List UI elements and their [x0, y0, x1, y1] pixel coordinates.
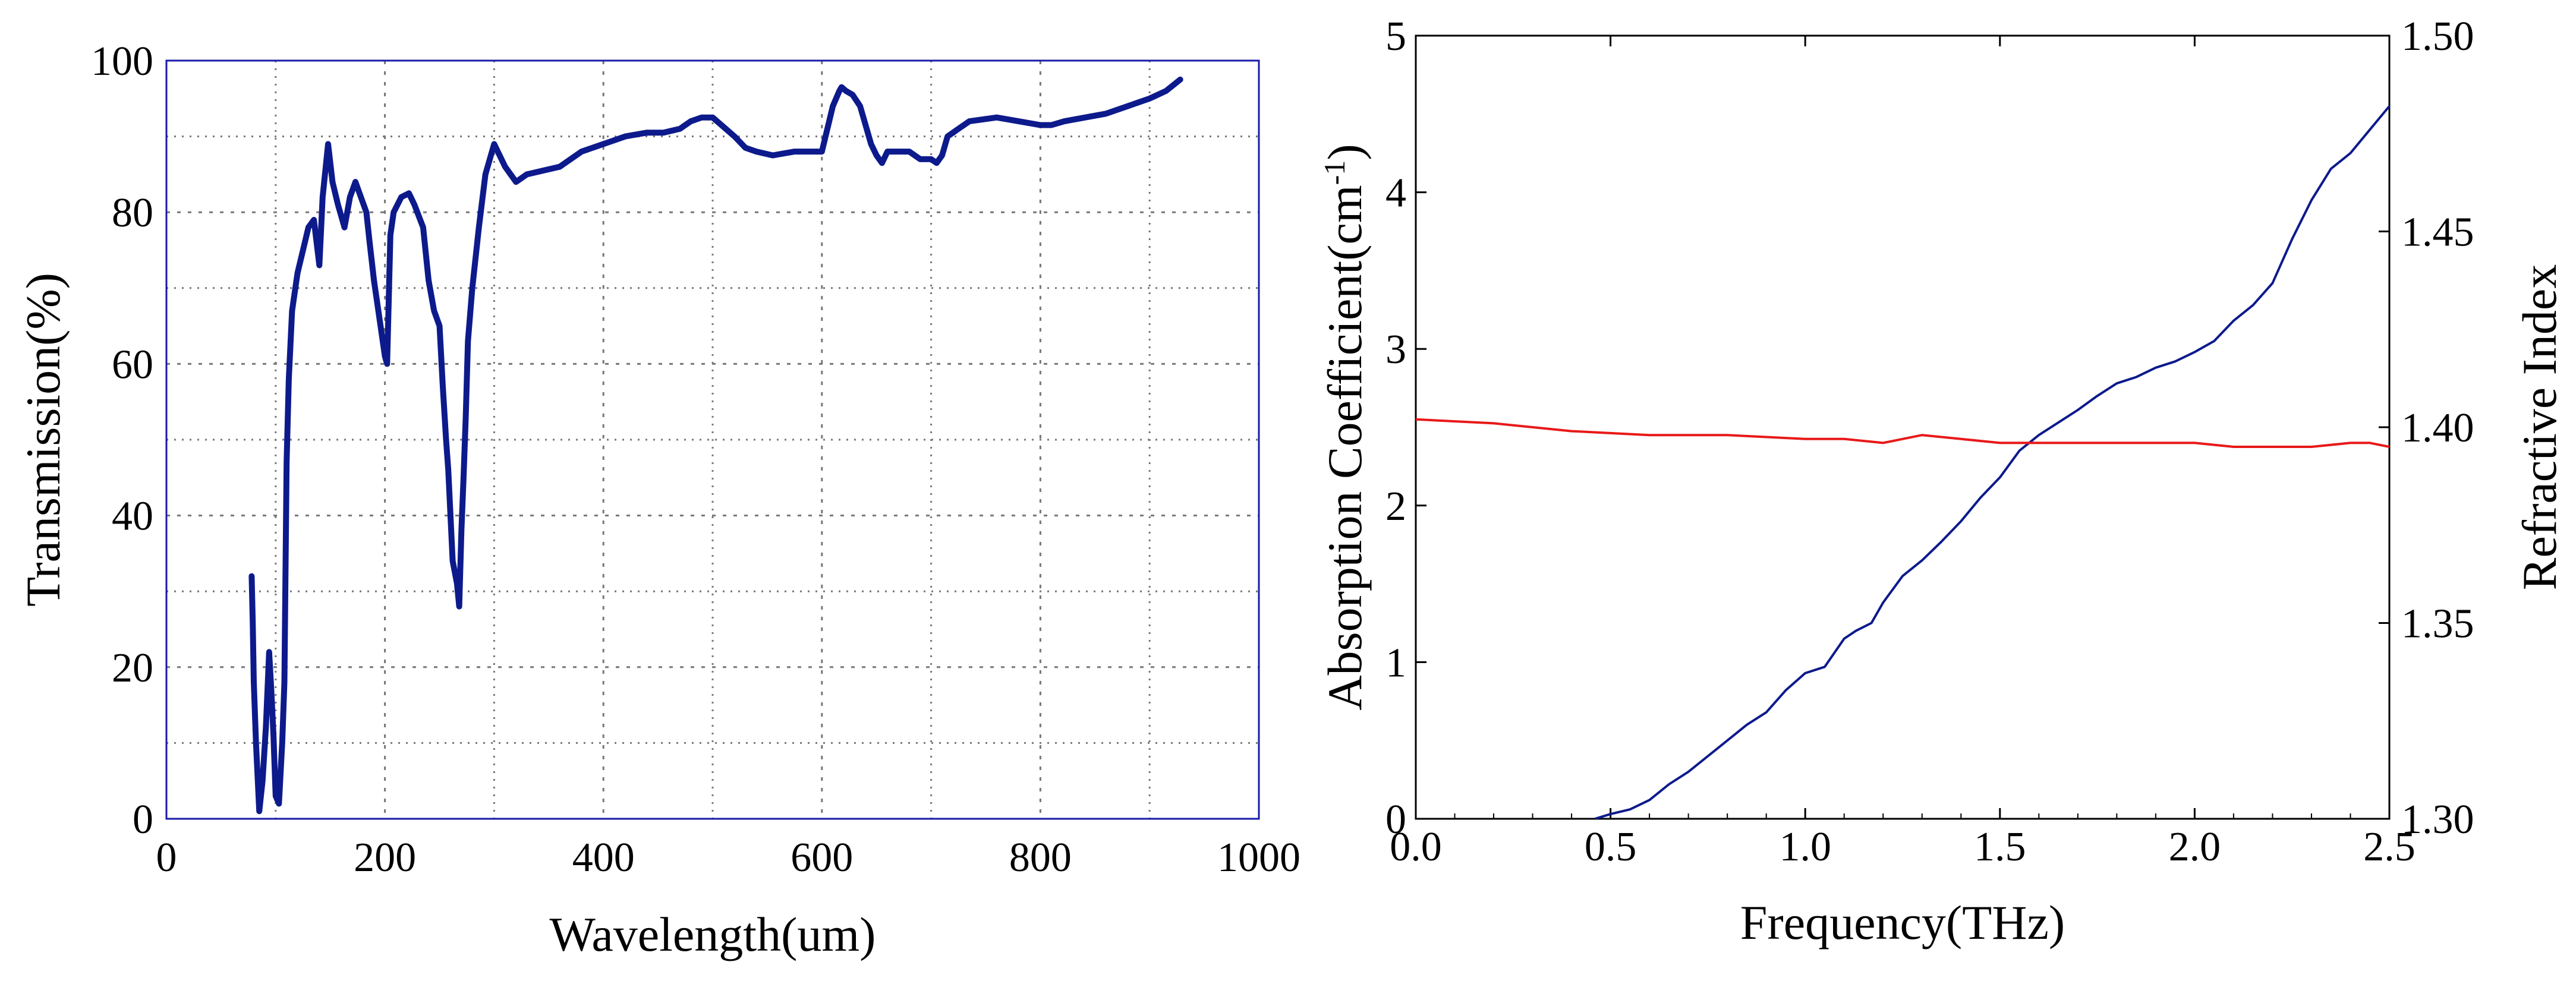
y-tick-label: 0	[133, 797, 153, 843]
transmission-grid	[166, 61, 1259, 819]
y2-tick-label: 1.45	[2401, 210, 2474, 255]
y-tick-label: 5	[1385, 14, 1406, 59]
x-tick-label: 400	[572, 835, 635, 881]
y-tick-label: 1	[1385, 640, 1406, 686]
x-tick-label: 1000	[1217, 835, 1300, 881]
x-tick-label: 0	[156, 835, 177, 881]
x-tick-label: 2.0	[2169, 824, 2221, 870]
x-tick-label: 800	[1009, 835, 1072, 881]
absorption-ticks: 0.0 0.5 1.0 1.5 2.0 2.5 0 1 2 3 4 5 1.30 1.35 1.40 1.45…	[1385, 14, 2474, 870]
y-tick-label: 2	[1385, 484, 1406, 529]
refractive-index-line	[1415, 418, 2390, 448]
absorption-y-axis-title-main: Absorption Coefficient(cm	[1318, 185, 1372, 710]
transmission-y-axis-title: Transmission(%)	[16, 273, 70, 607]
transmission-x-axis-title: Wavelength(um)	[550, 907, 876, 961]
x-tick-label: 1.0	[1779, 824, 1831, 870]
y-tick-label: 60	[112, 342, 153, 387]
absorption-coefficient-line	[1594, 105, 2391, 820]
refractive-index-axis-title: Refractive Index	[2512, 264, 2566, 591]
frequency-x-axis-title: Frequency(THz)	[1740, 895, 2065, 950]
transmission-plot-frame	[165, 59, 1260, 820]
x-tick-label: 2.5	[2363, 824, 2416, 870]
x-tick-label: 0.5	[1585, 824, 1637, 870]
y-tick-label: 4	[1385, 171, 1406, 216]
y-tick-label: 20	[112, 645, 153, 691]
y2-tick-label: 1.35	[2401, 601, 2474, 647]
x-tick-label: 200	[354, 835, 416, 881]
y2-tick-label: 1.30	[2401, 797, 2474, 843]
y-tick-label: 3	[1385, 327, 1406, 373]
transmission-ticks: 0 200 400 600 800 1000 0 20 40 60 80 100	[91, 39, 1300, 881]
absorption-y-axis-title-close: )	[1318, 144, 1372, 160]
y-tick-label: 40	[112, 494, 153, 540]
transmission-chart: 0 200 400 600 800 1000 0 20 40 60 80 100 Wavelength…	[16, 39, 1300, 961]
y-tick-label: 0	[1385, 797, 1406, 843]
x-tick-label: 0.0	[1390, 824, 1442, 870]
x-tick-label: 1.5	[1974, 824, 2026, 870]
y2-tick-label: 1.50	[2401, 14, 2474, 59]
transmission-series	[248, 76, 1183, 815]
absorption-series	[1415, 105, 2391, 820]
absorption-y-axis-title-superscript: -1	[1318, 160, 1351, 185]
y2-tick-label: 1.40	[2401, 405, 2474, 451]
transmission-line	[248, 76, 1183, 815]
y-tick-label: 80	[112, 190, 153, 236]
x-tick-label: 600	[791, 835, 853, 881]
absorption-y-axis-title: Absorption Coefficient(cm-1)	[1318, 144, 1372, 710]
y-tick-label: 100	[91, 39, 153, 84]
absorption-refractive-chart: 0.0 0.5 1.0 1.5 2.0 2.5 0 1 2 3 4 5 1.30 1.35 1.40 1.45…	[1318, 14, 2566, 950]
